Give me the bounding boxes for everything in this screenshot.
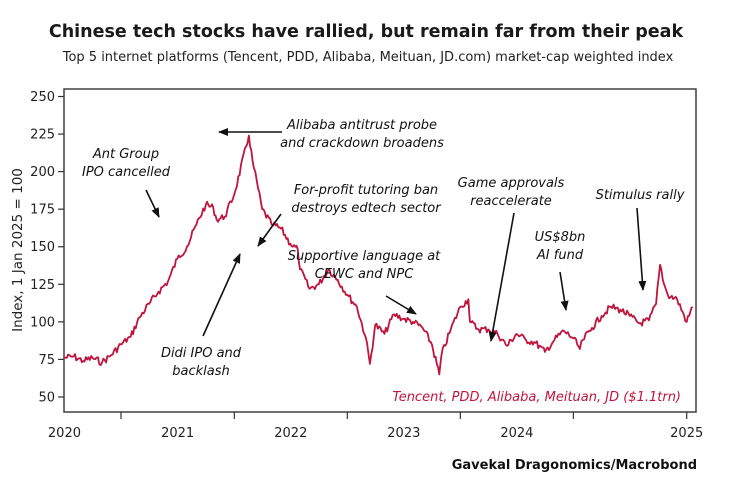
annotation-text: Alibaba antitrust probe <box>286 118 437 133</box>
legend-label: Tencent, PDD, Alibaba, Meituan, JD ($1.1… <box>392 390 681 405</box>
annotation-text: Game approvals <box>458 176 565 191</box>
chart-title: Chinese tech stocks have rallied, but re… <box>49 22 684 42</box>
annotation-text: reaccelerate <box>470 194 552 209</box>
y-tick-label: 125 <box>30 278 55 293</box>
x-tick-label: 2021 <box>161 426 194 441</box>
source-label: Gavekal Dragonomics/Macrobond <box>452 458 697 473</box>
annotation-arrow <box>488 212 515 342</box>
y-tick-label: 200 <box>30 165 55 180</box>
annotation-text: For-profit tutoring ban <box>294 183 438 198</box>
y-tick-label: 75 <box>38 353 55 368</box>
annotations: Ant Group IPO cancelled Alibaba antitrust … <box>82 118 685 379</box>
annotation-arrow <box>257 213 282 247</box>
annotation-text: IPO cancelled <box>82 165 171 180</box>
annotation-text: Supportive language at <box>288 249 441 264</box>
annotation-arrow <box>559 271 569 311</box>
annotation-text: Didi IPO and <box>161 346 242 361</box>
x-tick-label: 2020 <box>48 426 81 441</box>
y-tick-label: 175 <box>30 203 55 218</box>
annotation-text: Ant Group <box>92 147 159 162</box>
annotation-text: AI fund <box>536 248 584 263</box>
y-tick-label: 100 <box>30 315 55 330</box>
y-axis-label: Index, 1 Jan 2025 = 100 <box>10 168 26 332</box>
x-tick-label: 2023 <box>387 426 420 441</box>
annotation-text: Stimulus rally <box>596 188 685 203</box>
plot-frame <box>63 88 697 413</box>
x-axis: 2020 2021 2022 2023 2024 2025 <box>48 412 703 441</box>
y-tick-label: 150 <box>30 240 55 255</box>
chart-subtitle: Top 5 internet platforms (Tencent, PDD, … <box>62 50 674 65</box>
annotation-arrow <box>636 207 647 291</box>
y-tick-label: 250 <box>30 90 55 105</box>
annotation-text: destroys edtech sector <box>291 201 442 216</box>
annotation-arrow <box>145 189 160 218</box>
annotation-arrow <box>385 295 417 315</box>
y-tick-label: 225 <box>30 128 55 143</box>
y-axis: 50 75 100 125 150 175 200 225 250 <box>30 90 64 405</box>
annotation-text: backlash <box>172 364 229 379</box>
annotation-arrow <box>202 253 241 337</box>
annotation-text: US$8bn <box>535 230 586 245</box>
y-tick-label: 50 <box>38 390 55 405</box>
series-line <box>64 134 694 376</box>
annotation-text: CEWC and NPC <box>315 267 415 282</box>
x-tick-label: 2025 <box>670 426 703 441</box>
x-tick-label: 2022 <box>274 426 307 441</box>
x-tick-label: 2024 <box>500 426 533 441</box>
annotation-text: and crackdown broadens <box>280 136 444 151</box>
